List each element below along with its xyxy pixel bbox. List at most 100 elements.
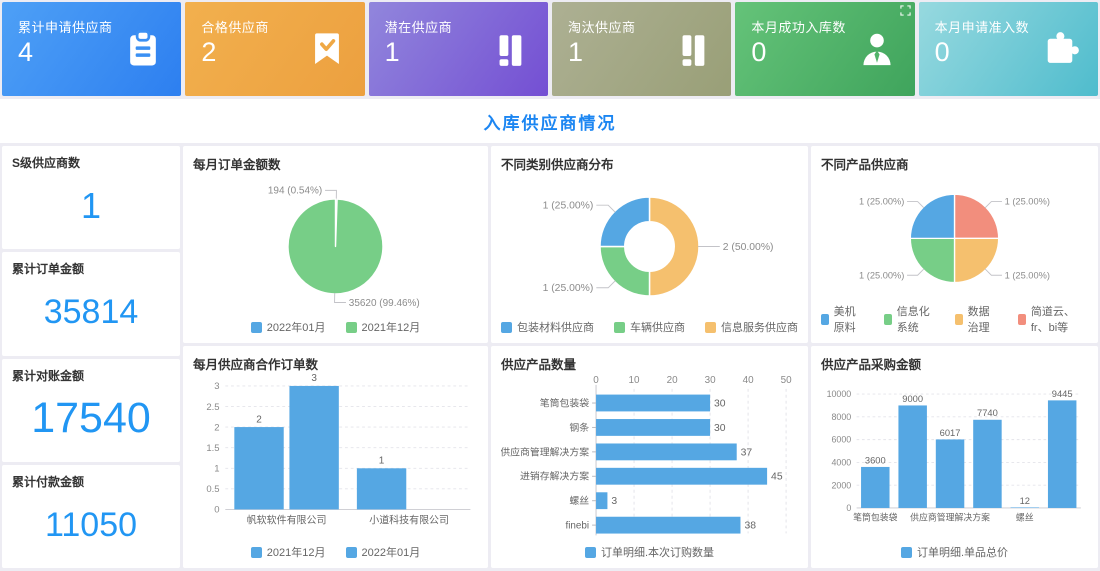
legend-item[interactable]: 2022年01月 — [250, 319, 326, 335]
chart-title: 供应产品采购金额 — [821, 358, 922, 372]
legend-label: 信息化系统 — [896, 306, 930, 334]
bookmark-check-icon — [314, 33, 339, 65]
pie-chart[interactable]: 194 (0.54%) 35620 (99.46%) — [193, 173, 478, 318]
legend-label: 简道云、fr、bi等 — [1030, 306, 1075, 334]
stat-value: 1 — [80, 185, 102, 227]
puzzle-icon — [1047, 32, 1079, 63]
legend-item[interactable]: 简道云、fr、bi等 — [1018, 303, 1088, 335]
legend-item[interactable]: 信息服务供应商 — [705, 319, 798, 335]
legend-label: 2022年01月 — [266, 322, 326, 334]
svg-text:1 (25.00%): 1 (25.00%) — [859, 270, 904, 280]
kpi-card-row: 累计申请供应商 4 合格供应商 2 潜在供应商 1 淘汰供应商 1 — [0, 0, 1100, 96]
chart-legend: 2021年12月 2022年01月 — [193, 543, 478, 564]
svg-text:1 (25.00%): 1 (25.00%) — [1005, 197, 1050, 207]
legend-item[interactable]: 2021年12月 — [345, 319, 421, 335]
legend-item[interactable]: 信息化系统 — [884, 303, 935, 335]
kpi-card-eliminated-suppliers: 淘汰供应商 1 — [551, 2, 732, 96]
svg-text:2: 2 — [214, 422, 219, 433]
legend-swatch — [821, 313, 829, 325]
legend-item[interactable]: 订单明细.本次订购数量 — [584, 544, 715, 560]
legend-label: 订单明细.本次订购数量 — [600, 547, 715, 560]
legend-swatch — [250, 546, 262, 558]
svg-text:194 (0.54%): 194 (0.54%) — [268, 186, 322, 197]
legend-label: 2021年12月 — [266, 547, 326, 560]
stat-total-reconciliation-amount: 累计对账金额 17540 — [2, 358, 180, 462]
kpi-card-monthly-admission: 本月申请准入数 0 — [918, 2, 1098, 96]
chart-supplied-product-quantity-hbar: 供应产品数量 0 10 20 30 40 50 笔筒包装袋 30 钢条 30 供应商管理解决方案 37… — [491, 346, 808, 569]
svg-text:10: 10 — [629, 375, 640, 386]
svg-text:钢条: 钢条 — [569, 421, 589, 434]
horizontal-bar-chart[interactable]: 0 10 20 30 40 50 笔筒包装袋 30 钢条 30 供应商管理解决方案 37 进销存解决方案… — [501, 373, 798, 543]
grouped-bar-chart[interactable]: 0 0.5 1 1.5 2 2.5 3 2 3 帆软软件有限公司 1 小道科技有限公司 — [193, 373, 478, 543]
svg-text:帆软软件有限公司: 帆软软件有限公司 — [247, 514, 327, 527]
legend-label: 2021年12月 — [361, 322, 421, 334]
kpi-value: 1 — [384, 37, 400, 67]
legend-item[interactable]: 美机原料 — [821, 303, 864, 335]
svg-text:50: 50 — [781, 375, 792, 386]
stat-label: S级供应商数 — [12, 156, 81, 170]
chart-legend: 美机原料 信息化系统 数据治理 简道云、fr、bi等 — [821, 302, 1088, 339]
stat-label: 累计付款金额 — [12, 474, 85, 489]
svg-text:finebi: finebi — [566, 521, 590, 532]
dashboard-header: 入库供应商情况 — [0, 99, 1100, 143]
svg-text:2000: 2000 — [832, 480, 852, 490]
svg-text:9000: 9000 — [902, 394, 923, 404]
kpi-value: 0 — [934, 37, 950, 67]
chart-legend: 2022年01月 2021年12月 — [193, 318, 478, 339]
stat-label: 累计订单金额 — [12, 262, 85, 277]
svg-text:10000: 10000 — [827, 389, 852, 399]
legend-swatch — [345, 321, 357, 333]
svg-text:0: 0 — [846, 503, 851, 513]
legend-item[interactable]: 数据治理 — [955, 303, 998, 335]
chart-title: 供应产品数量 — [501, 358, 577, 372]
legend-swatch — [1018, 313, 1026, 325]
legend-label: 车辆供应商 — [630, 322, 685, 334]
kpi-value: 2 — [201, 37, 217, 67]
vertical-bar-chart[interactable]: 0 2000 4000 6000 8000 10000 3600 笔筒包装袋 9000 6017 供… — [821, 373, 1088, 543]
kpi-card-monthly-stored: 本月成功入库数 0 — [735, 2, 915, 96]
kpi-value: 1 — [567, 37, 584, 67]
svg-text:40: 40 — [743, 375, 754, 386]
svg-text:30: 30 — [714, 398, 726, 409]
svg-text:2 (50.00%): 2 (50.00%) — [723, 242, 774, 253]
expand-icon[interactable] — [899, 5, 911, 16]
chart-title: 每月订单金额数 — [193, 158, 281, 172]
svg-text:37: 37 — [741, 447, 753, 458]
svg-text:3: 3 — [311, 373, 317, 384]
stat-label: 累计对账金额 — [12, 368, 85, 383]
legend-item[interactable]: 2022年01月 — [345, 544, 420, 560]
svg-text:2: 2 — [256, 414, 262, 425]
svg-text:35620 (99.46%): 35620 (99.46%) — [349, 298, 420, 309]
pie-chart[interactable]: 1 (25.00%) 1 (25.00%) 1 (25.00%) 1 (25.00%) — [821, 173, 1088, 302]
svg-text:8000: 8000 — [832, 412, 852, 422]
kpi-label: 本月申请准入数 — [934, 20, 1030, 35]
kpi-card-potential-suppliers: 潜在供应商 1 — [368, 2, 548, 96]
svg-text:2.5: 2.5 — [206, 402, 219, 413]
chart-product-purchase-amount-bar: 供应产品采购金额 0 2000 4000 6000 8000 10000 3600 笔筒包装袋… — [811, 346, 1098, 569]
chart-supplier-category-donut: 不同类别供应商分布 2 (50.00%) 1 (25.00%) 1 (25.00%)… — [491, 146, 808, 343]
legend-item[interactable]: 订单明细.单品总价 — [900, 544, 1009, 560]
svg-text:0: 0 — [214, 505, 219, 516]
kpi-card-qualified-suppliers: 合格供应商 2 — [185, 2, 365, 96]
svg-text:供应商管理解决方案: 供应商管理解决方案 — [501, 445, 589, 458]
svg-text:30: 30 — [705, 375, 716, 386]
stat-value: 35814 — [43, 292, 139, 331]
svg-text:30: 30 — [714, 423, 726, 434]
chart-legend: 包装材料供应商 车辆供应商 信息服务供应商 — [501, 318, 798, 339]
legend-swatch — [900, 546, 912, 558]
stat-total-payment-amount: 累计付款金额 11050 — [2, 464, 180, 569]
stat-column: S级供应商数 1 累计订单金额 35814 累计对账金额 17540 累计付款金… — [2, 146, 180, 569]
legend-item[interactable]: 车辆供应商 — [614, 319, 685, 335]
svg-text:9445: 9445 — [1052, 389, 1073, 399]
legend-item[interactable]: 2021年12月 — [250, 544, 326, 560]
svg-text:1: 1 — [214, 464, 219, 475]
donut-chart[interactable]: 2 (50.00%) 1 (25.00%) 1 (25.00%) — [501, 173, 798, 318]
svg-text:12: 12 — [1020, 496, 1030, 506]
svg-text:1 (25.00%): 1 (25.00%) — [859, 197, 904, 207]
svg-text:3: 3 — [611, 496, 617, 507]
svg-text:螺丝: 螺丝 — [569, 495, 589, 507]
legend-label: 订单明细.单品总价 — [916, 547, 1009, 560]
legend-item[interactable]: 包装材料供应商 — [501, 319, 594, 335]
svg-text:笔筒包装袋: 笔筒包装袋 — [853, 511, 897, 522]
svg-text:笔筒包装袋: 笔筒包装袋 — [540, 396, 590, 409]
